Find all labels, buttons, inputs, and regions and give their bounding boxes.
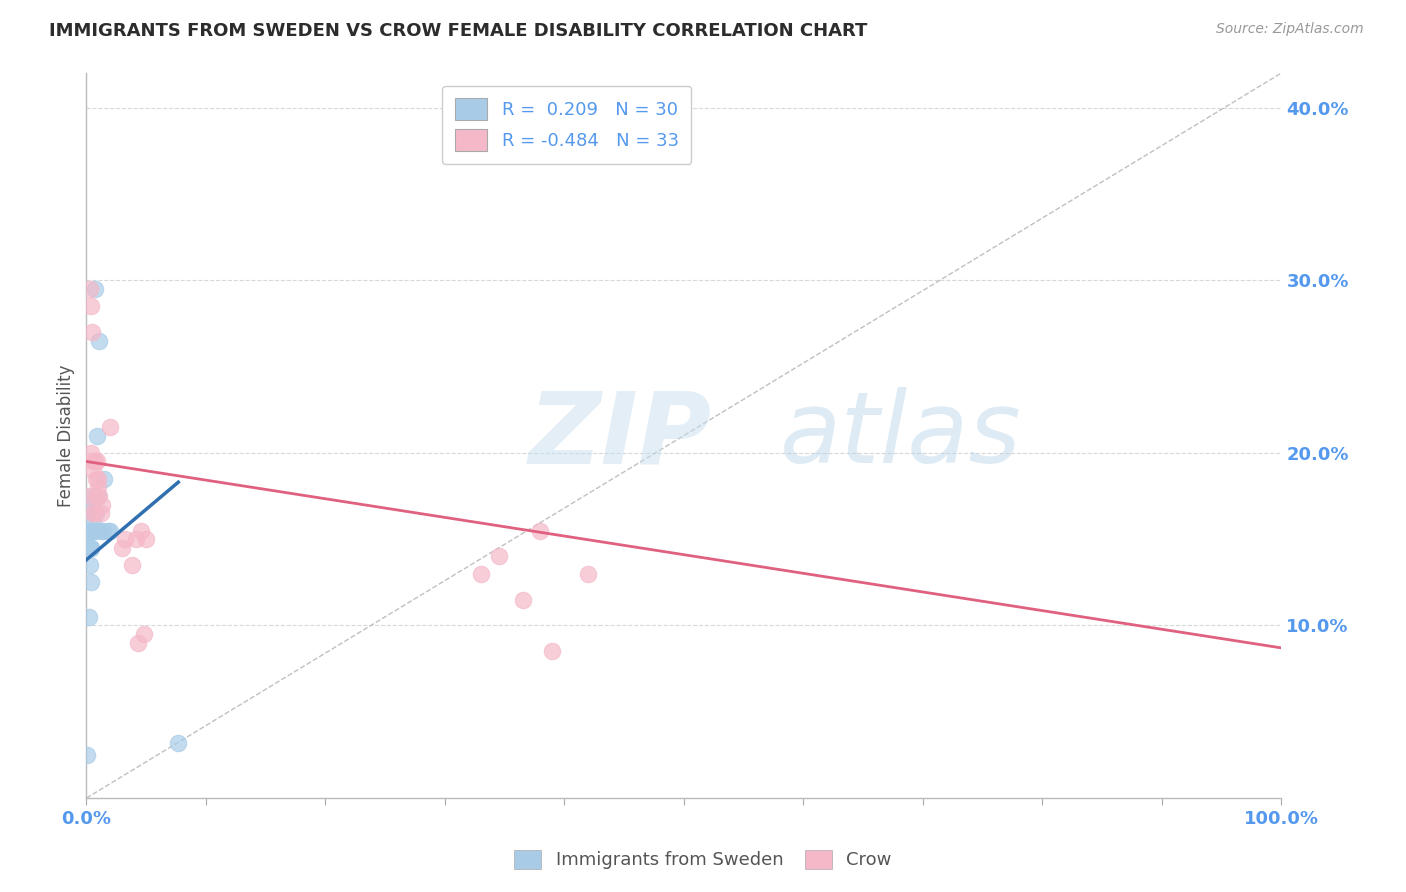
Point bbox=[121, 558, 143, 572]
Point bbox=[98, 524, 121, 538]
Point bbox=[90, 498, 112, 512]
Point bbox=[167, 736, 190, 750]
Text: ZIP: ZIP bbox=[529, 387, 711, 484]
Point bbox=[82, 489, 104, 503]
Point bbox=[97, 524, 120, 538]
Point bbox=[93, 472, 115, 486]
Point bbox=[82, 524, 104, 538]
Point bbox=[80, 541, 103, 555]
Point bbox=[132, 627, 155, 641]
Text: Source: ZipAtlas.com: Source: ZipAtlas.com bbox=[1216, 22, 1364, 37]
Point bbox=[125, 532, 148, 546]
Point bbox=[77, 541, 100, 555]
Point bbox=[82, 325, 104, 339]
Point bbox=[84, 472, 107, 486]
Point bbox=[127, 636, 149, 650]
Point bbox=[87, 489, 110, 503]
Point bbox=[90, 506, 112, 520]
Point bbox=[111, 541, 134, 555]
Point bbox=[576, 566, 599, 581]
Y-axis label: Female Disability: Female Disability bbox=[58, 364, 75, 507]
Point bbox=[82, 524, 104, 538]
Text: IMMIGRANTS FROM SWEDEN VS CROW FEMALE DISABILITY CORRELATION CHART: IMMIGRANTS FROM SWEDEN VS CROW FEMALE DI… bbox=[49, 22, 868, 40]
Point bbox=[83, 454, 105, 468]
Legend: Immigrants from Sweden, Crow: Immigrants from Sweden, Crow bbox=[505, 841, 901, 879]
Point bbox=[82, 506, 104, 520]
Point bbox=[98, 420, 121, 434]
Point bbox=[80, 575, 103, 590]
Point bbox=[86, 428, 108, 442]
Point bbox=[84, 506, 107, 520]
Point bbox=[529, 524, 551, 538]
Point bbox=[512, 592, 534, 607]
Point bbox=[77, 489, 100, 503]
Point bbox=[77, 610, 100, 624]
Point bbox=[82, 506, 104, 520]
Point bbox=[114, 532, 136, 546]
Point bbox=[82, 454, 104, 468]
Point bbox=[135, 532, 157, 546]
Point bbox=[80, 446, 103, 460]
Point bbox=[84, 489, 107, 503]
Point bbox=[76, 747, 98, 762]
Point bbox=[470, 566, 492, 581]
Point bbox=[87, 480, 110, 494]
Point bbox=[80, 541, 103, 555]
Point bbox=[82, 515, 104, 529]
Point bbox=[83, 524, 105, 538]
Point bbox=[80, 524, 103, 538]
Point bbox=[83, 506, 105, 520]
Point bbox=[129, 524, 152, 538]
Point bbox=[82, 506, 104, 520]
Point bbox=[82, 498, 104, 512]
Legend: R =  0.209   N = 30, R = -0.484   N = 33: R = 0.209 N = 30, R = -0.484 N = 33 bbox=[441, 86, 692, 164]
Point bbox=[83, 282, 105, 296]
Point bbox=[541, 644, 564, 658]
Point bbox=[86, 454, 108, 468]
Point bbox=[89, 334, 111, 348]
Point bbox=[80, 299, 103, 313]
Point bbox=[79, 282, 101, 296]
Point bbox=[79, 524, 101, 538]
Point bbox=[79, 558, 101, 572]
Point bbox=[82, 463, 104, 477]
Point bbox=[91, 524, 114, 538]
Point bbox=[82, 524, 104, 538]
Point bbox=[488, 549, 510, 564]
Text: atlas: atlas bbox=[779, 387, 1021, 484]
Point bbox=[90, 524, 112, 538]
Point bbox=[89, 489, 111, 503]
Point bbox=[87, 472, 110, 486]
Point bbox=[79, 524, 101, 538]
